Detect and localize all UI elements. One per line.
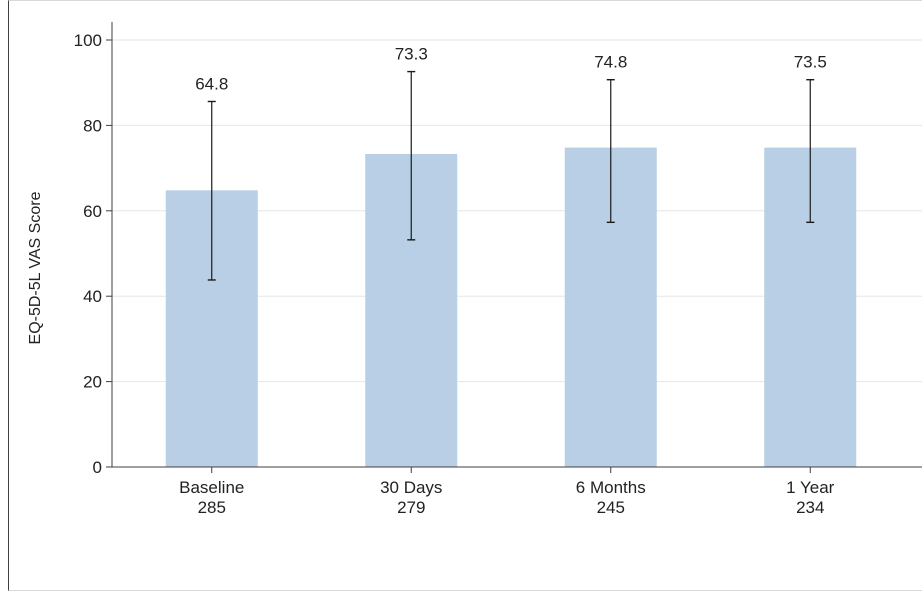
x-tick-label: Baseline	[179, 478, 244, 497]
count-label: 234	[796, 498, 824, 517]
chart-frame	[8, 0, 922, 591]
x-tick-label: 30 Days	[380, 478, 442, 497]
bars	[165, 147, 857, 467]
y-tick-label: 0	[93, 458, 102, 477]
x-tick-label: 6 Months	[576, 478, 646, 497]
count-label: 245	[597, 498, 625, 517]
y-tick-label: 60	[83, 202, 102, 221]
data-label: 74.8	[594, 53, 627, 72]
axes	[106, 22, 922, 473]
y-axis-title: EQ-5D-5L VAS Score	[27, 191, 44, 344]
y-tick-label: 80	[83, 116, 102, 135]
data-label: 64.8	[195, 74, 228, 93]
y-tick-label: 20	[83, 373, 102, 392]
count-label: 279	[397, 498, 425, 517]
count-label: 285	[198, 498, 226, 517]
x-tick-label: 1 Year	[786, 478, 835, 497]
y-tick-label: 100	[74, 31, 102, 50]
y-tick-label: 40	[83, 287, 102, 306]
error-bars	[207, 70, 815, 281]
data-label: 73.5	[794, 53, 827, 72]
data-label: 73.3	[395, 45, 428, 64]
